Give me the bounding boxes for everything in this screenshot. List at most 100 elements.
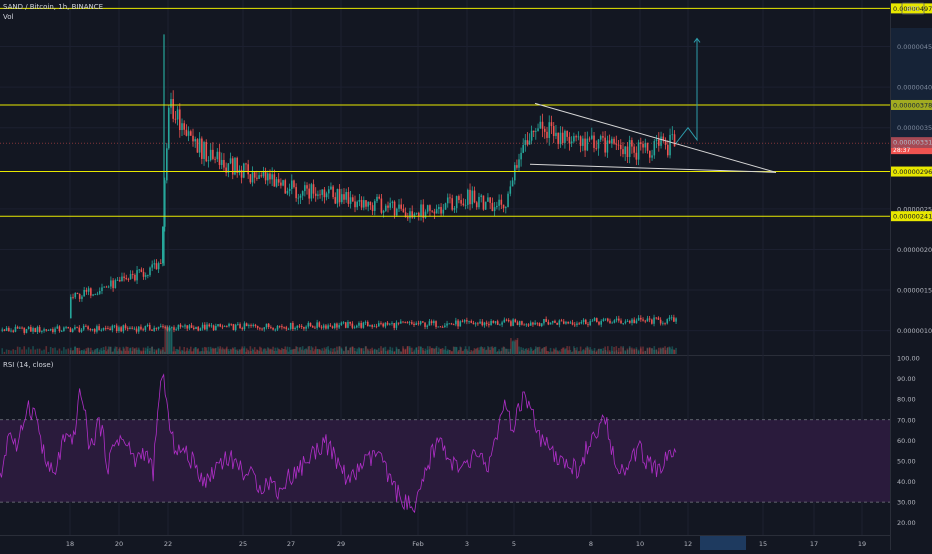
volume-bar bbox=[532, 350, 535, 354]
volume-bar bbox=[556, 350, 558, 354]
volume-bar bbox=[260, 347, 263, 354]
candle-body bbox=[259, 327, 261, 329]
volume-bar bbox=[649, 348, 651, 354]
candle-body bbox=[113, 325, 116, 327]
candle-body bbox=[631, 140, 633, 147]
volume-bar bbox=[172, 351, 174, 354]
volume-bar bbox=[343, 351, 345, 354]
volume-bar bbox=[159, 351, 162, 354]
candle-body bbox=[575, 136, 577, 138]
candle-body bbox=[537, 128, 539, 132]
candle-body bbox=[589, 321, 591, 326]
candle-body bbox=[310, 184, 313, 199]
candle-body bbox=[170, 99, 172, 108]
candle-body bbox=[429, 205, 431, 211]
candle-body bbox=[662, 136, 665, 141]
volume-bar bbox=[516, 340, 518, 354]
volume-bar bbox=[162, 347, 164, 354]
volume-bar bbox=[78, 347, 81, 354]
candle-body bbox=[269, 173, 271, 180]
candle-body bbox=[539, 121, 542, 129]
volume-bar bbox=[83, 349, 85, 354]
volume-bar bbox=[277, 348, 280, 354]
volume-bar bbox=[606, 351, 609, 354]
volume-bar bbox=[426, 346, 429, 354]
volume-bar bbox=[238, 349, 241, 354]
candle-body bbox=[349, 321, 351, 324]
volume-bar bbox=[204, 346, 206, 354]
volume-bar bbox=[667, 347, 669, 354]
volume-bar bbox=[331, 351, 334, 354]
volume-bar bbox=[232, 348, 235, 354]
candle-body bbox=[194, 139, 197, 142]
candle-body bbox=[600, 321, 602, 325]
volume-bar bbox=[196, 349, 199, 354]
volume-bar bbox=[527, 348, 530, 354]
volume-bar bbox=[352, 346, 354, 354]
candle-body bbox=[411, 322, 413, 324]
candle-body bbox=[347, 321, 349, 328]
volume-bar bbox=[258, 351, 260, 354]
candle-body bbox=[153, 263, 156, 265]
volume-bar bbox=[526, 349, 529, 354]
volume-bar bbox=[435, 347, 437, 354]
candle-body bbox=[455, 320, 457, 325]
volume-bar bbox=[460, 347, 462, 354]
level-badge-label: 0.00000497 bbox=[893, 5, 932, 13]
candle-body bbox=[179, 109, 181, 131]
candle-body bbox=[560, 320, 563, 322]
volume-bar bbox=[540, 348, 543, 354]
volume-bar bbox=[69, 350, 72, 354]
candle-body bbox=[250, 325, 252, 326]
volume-bar bbox=[662, 347, 665, 354]
candle-body bbox=[251, 172, 254, 183]
candle-body bbox=[617, 144, 620, 146]
volume-bar bbox=[400, 351, 402, 354]
volume-bar bbox=[433, 348, 436, 354]
candle-body bbox=[624, 146, 627, 155]
candle-body bbox=[149, 267, 151, 276]
volume-bar bbox=[489, 350, 491, 354]
volume-bar bbox=[550, 351, 553, 354]
volume-bar bbox=[382, 347, 385, 354]
volume-bar bbox=[175, 348, 177, 354]
candle-body bbox=[615, 318, 618, 321]
candle-body bbox=[267, 173, 269, 181]
volume-bar bbox=[631, 349, 633, 354]
volume-bar bbox=[640, 346, 642, 354]
volume-bar bbox=[494, 346, 497, 354]
candle-body bbox=[267, 323, 270, 327]
volume-bar bbox=[74, 346, 77, 354]
volume-bar bbox=[411, 351, 413, 354]
candle-body bbox=[125, 277, 128, 279]
volume-bar bbox=[269, 349, 271, 354]
candle-body bbox=[170, 327, 173, 329]
candle-body bbox=[518, 321, 521, 326]
volume-bar bbox=[121, 351, 123, 354]
volume-bar bbox=[604, 346, 606, 354]
volume-bar bbox=[404, 348, 407, 354]
volume-bar bbox=[648, 347, 651, 354]
candle-body bbox=[296, 325, 299, 328]
candle-body bbox=[299, 195, 302, 198]
rsi-tick-label: 30.00 bbox=[897, 499, 916, 507]
candle-body bbox=[281, 326, 283, 328]
candle-body bbox=[155, 327, 158, 329]
volume-bar bbox=[404, 349, 407, 354]
volume-bar bbox=[369, 351, 371, 354]
candle-body bbox=[112, 280, 114, 289]
level-badge bbox=[891, 3, 932, 14]
candle-body bbox=[668, 317, 671, 320]
candle-body bbox=[126, 328, 129, 330]
volume-bar bbox=[285, 349, 288, 354]
candle-body bbox=[582, 138, 584, 146]
volume-bar bbox=[409, 347, 411, 354]
candle-body bbox=[285, 327, 288, 330]
volume-bar bbox=[520, 347, 522, 354]
candle-body bbox=[274, 329, 277, 331]
volume-bar bbox=[76, 347, 78, 354]
volume-bar bbox=[501, 347, 503, 354]
candle-body bbox=[201, 138, 203, 159]
